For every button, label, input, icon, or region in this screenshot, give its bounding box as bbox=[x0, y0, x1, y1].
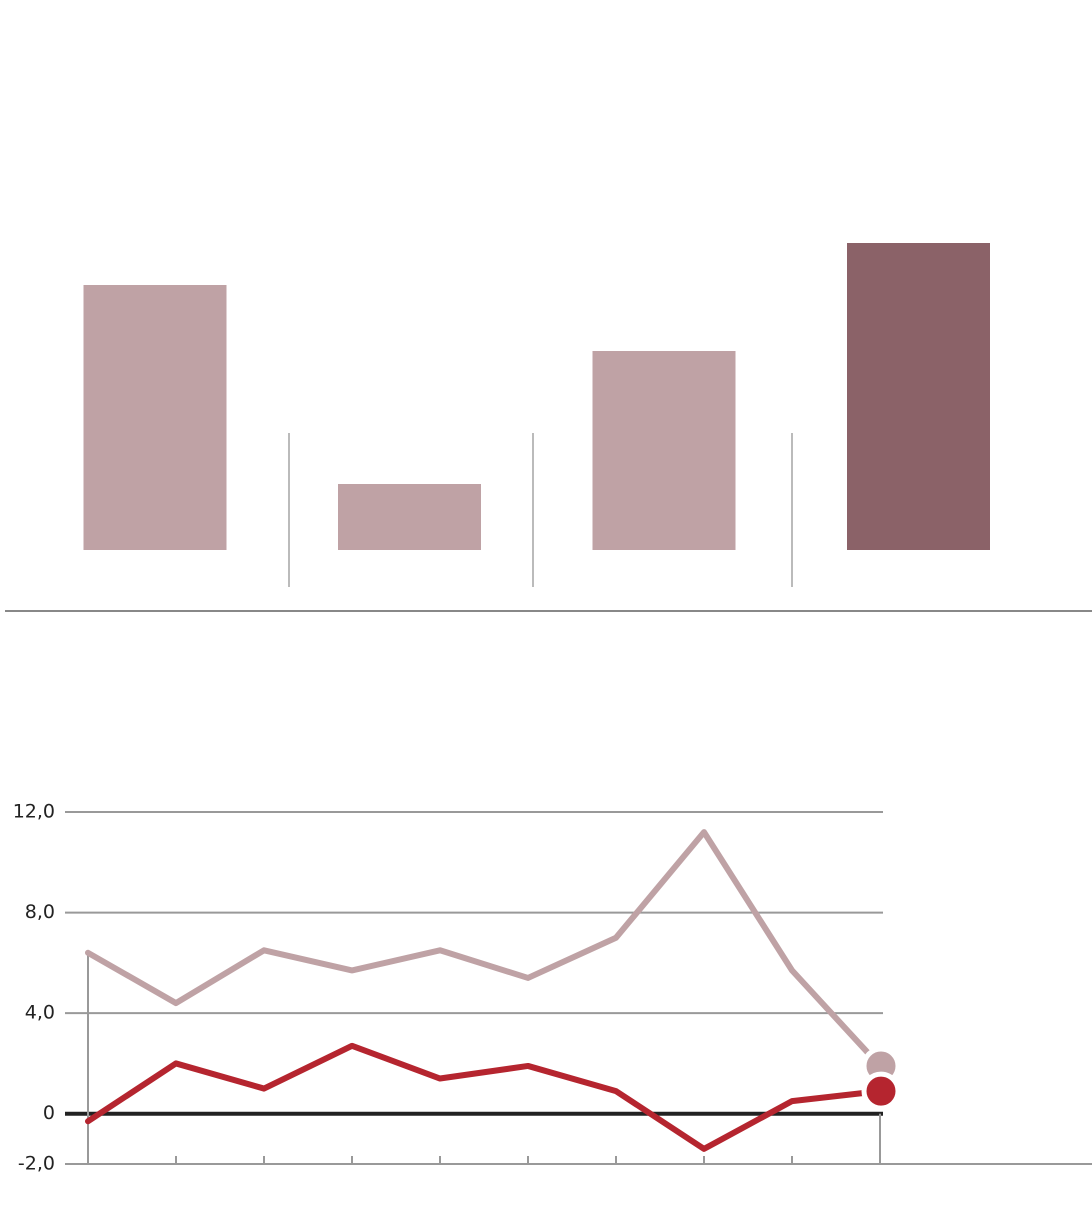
bar bbox=[338, 484, 481, 550]
y-tick-label: 0 bbox=[43, 1102, 55, 1124]
bar bbox=[592, 351, 736, 550]
y-tick-label: 12,0 bbox=[13, 801, 55, 823]
line bbox=[85, 1042, 883, 1152]
bar bbox=[83, 285, 227, 550]
line bbox=[85, 829, 883, 1069]
y-tick-label: -2,0 bbox=[18, 1153, 55, 1175]
end-dot bbox=[861, 1071, 901, 1111]
y-tick-label: 8,0 bbox=[25, 901, 55, 923]
bar bbox=[847, 243, 990, 550]
y-tick-label: 4,0 bbox=[25, 1002, 55, 1024]
